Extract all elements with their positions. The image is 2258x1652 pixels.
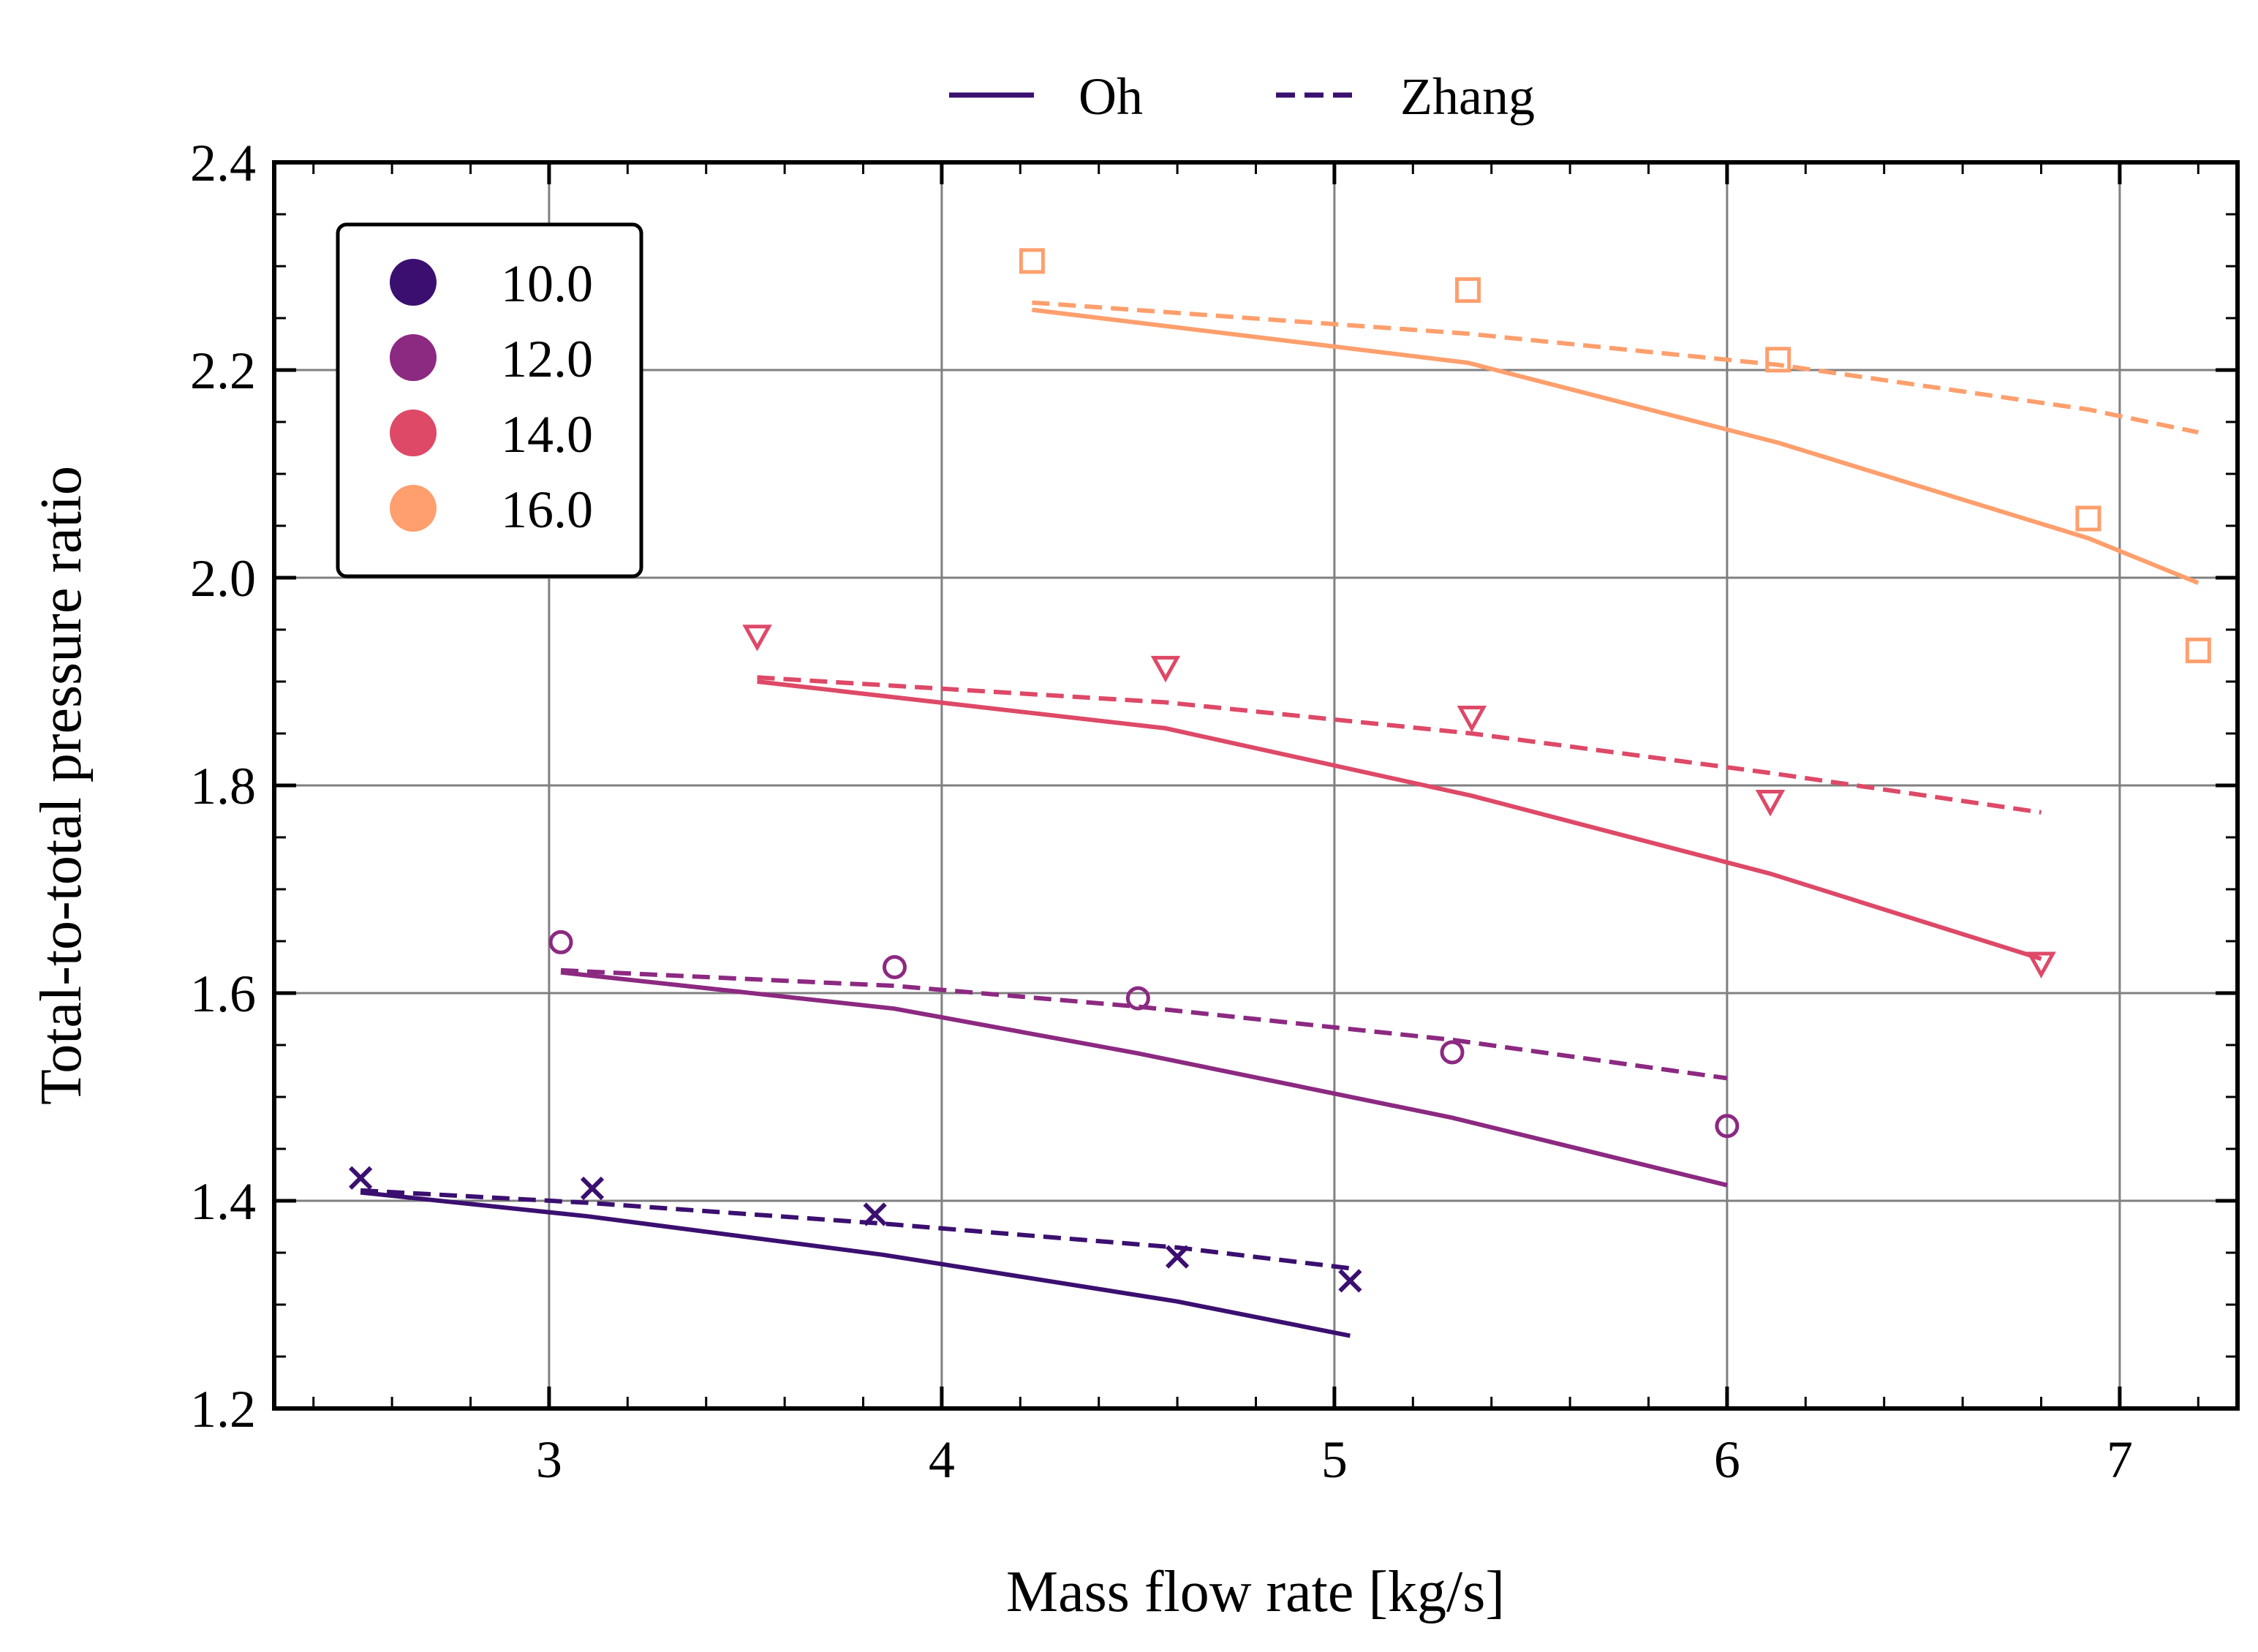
x-tick-label: 6 [1714,1430,1740,1489]
y-tick-label: 1.6 [190,965,256,1023]
x-tick-label: 7 [2107,1430,2133,1489]
line-oh-16-0 [1032,307,2200,585]
legend-label-12: 12.0 [501,330,593,388]
line-oh-12-0 [560,970,1728,1188]
y-tick-label: 2.0 [190,549,256,608]
data-point-16-0 [1765,347,1791,373]
y-tick-label: 2.4 [190,134,256,192]
data-point-14-0 [2026,951,2056,978]
data-point-12-0 [882,955,907,979]
legend-label-zhang: Zhang [1400,67,1535,126]
group-legend: 10.0 12.0 14.0 16.0 [336,222,643,578]
legend-marker-10 [390,259,437,306]
line-oh-10-0 [360,1190,1351,1338]
data-point-10-0 [863,1202,887,1226]
data-point-14-0 [742,625,772,652]
data-point-10-0 [1338,1269,1362,1293]
x-axis-title: Mass flow rate [kg/s] [1006,1560,1505,1624]
y-tick-label: 2.2 [190,342,256,400]
legend-marker-12 [390,334,437,381]
data-point-12-0 [1125,986,1150,1011]
x-tick-label: 5 [1321,1430,1348,1489]
data-point-16-0 [2185,637,2211,663]
data-point-14-0 [1457,705,1487,733]
data-point-14-0 [1150,655,1181,683]
line-zhang-14-0 [757,675,2042,815]
y-tick-label: 1.4 [190,1172,256,1231]
legend-label-16: 16.0 [501,480,593,539]
data-point-12-0 [548,929,573,954]
legend-marker-16 [390,485,437,532]
line-oh-14-0 [757,679,2042,961]
model-legend: Oh Zhang [949,67,1535,126]
y-tick-label: 1.8 [190,757,256,815]
data-point-12-0 [1715,1114,1740,1139]
data-point-12-0 [1440,1040,1465,1065]
legend-label-oh: Oh [1079,67,1143,126]
plot-series [349,248,2211,1338]
x-tick-label: 4 [929,1430,955,1489]
data-point-16-0 [2075,505,2102,532]
legend-label-14: 14.0 [501,405,593,464]
data-point-14-0 [1755,790,1786,817]
group-legend-box [336,222,643,578]
grid [274,162,2238,1408]
x-tick-label: 3 [536,1430,562,1489]
y-tick-label: 1.2 [190,1380,256,1438]
data-point-10-0 [349,1166,373,1190]
data-point-10-0 [580,1176,605,1201]
line-zhang-12-0 [560,968,1728,1081]
line-zhang-10-0 [360,1188,1351,1271]
data-point-16-0 [1454,277,1481,303]
line-zhang-16-0 [1032,300,2199,435]
data-point-16-0 [1019,248,1045,274]
axis-ticks [274,160,2238,1411]
legend-marker-14 [390,410,437,456]
y-axis-title: Total-to-total pressure ratio [29,466,94,1105]
data-point-10-0 [1165,1245,1190,1269]
legend-label-10: 10.0 [501,254,593,313]
